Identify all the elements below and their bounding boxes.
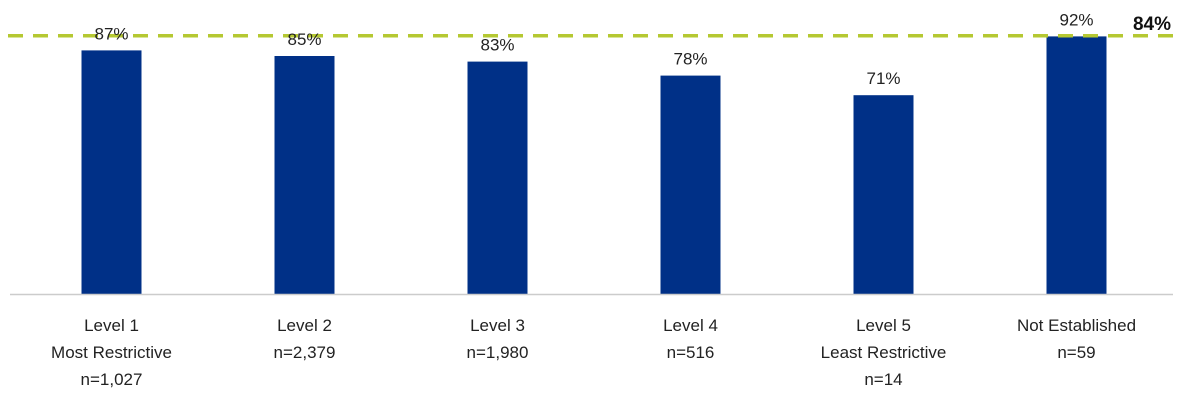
category-label-1-line-3: n=1,027 bbox=[81, 370, 143, 389]
category-label-4-line-2: n=516 bbox=[667, 343, 715, 362]
bar-value-label-6: 92% bbox=[1059, 10, 1093, 29]
bars-layer bbox=[81, 36, 1107, 295]
category-label-6-line-2: n=59 bbox=[1057, 343, 1095, 362]
bar-value-label-1: 87% bbox=[94, 24, 128, 43]
bar-1 bbox=[81, 50, 142, 295]
reference-line-label: 84% bbox=[1133, 14, 1171, 35]
bar-value-label-2: 85% bbox=[287, 30, 321, 49]
bar-value-label-4: 78% bbox=[673, 50, 707, 69]
category-label-2-line-2: n=2,379 bbox=[274, 343, 336, 362]
bar-3 bbox=[467, 61, 528, 294]
category-label-5-line-1: Level 5 bbox=[856, 316, 911, 335]
category-label-1-line-1: Level 1 bbox=[84, 316, 139, 335]
category-label-4-line-1: Level 4 bbox=[663, 316, 718, 335]
bar-value-label-3: 83% bbox=[480, 36, 514, 55]
category-label-6-line-1: Not Established bbox=[1017, 316, 1136, 335]
category-label-3-line-1: Level 3 bbox=[470, 316, 525, 335]
category-label-5-line-3: n=14 bbox=[864, 370, 902, 389]
category-label-1-line-2: Most Restrictive bbox=[51, 343, 172, 362]
bar-6 bbox=[1046, 36, 1107, 295]
category-label-2-line-1: Level 2 bbox=[277, 316, 332, 335]
category-label-3-line-2: n=1,980 bbox=[467, 343, 529, 362]
bar-2 bbox=[274, 56, 335, 294]
category-label-5-line-2: Least Restrictive bbox=[821, 343, 947, 362]
bar-4 bbox=[660, 75, 721, 294]
bar-value-label-5: 71% bbox=[866, 69, 900, 88]
bar-5 bbox=[853, 95, 914, 294]
labels-layer: 87% Level 1 Most Restrictive n=1,027 85% Leve… bbox=[51, 10, 1171, 389]
